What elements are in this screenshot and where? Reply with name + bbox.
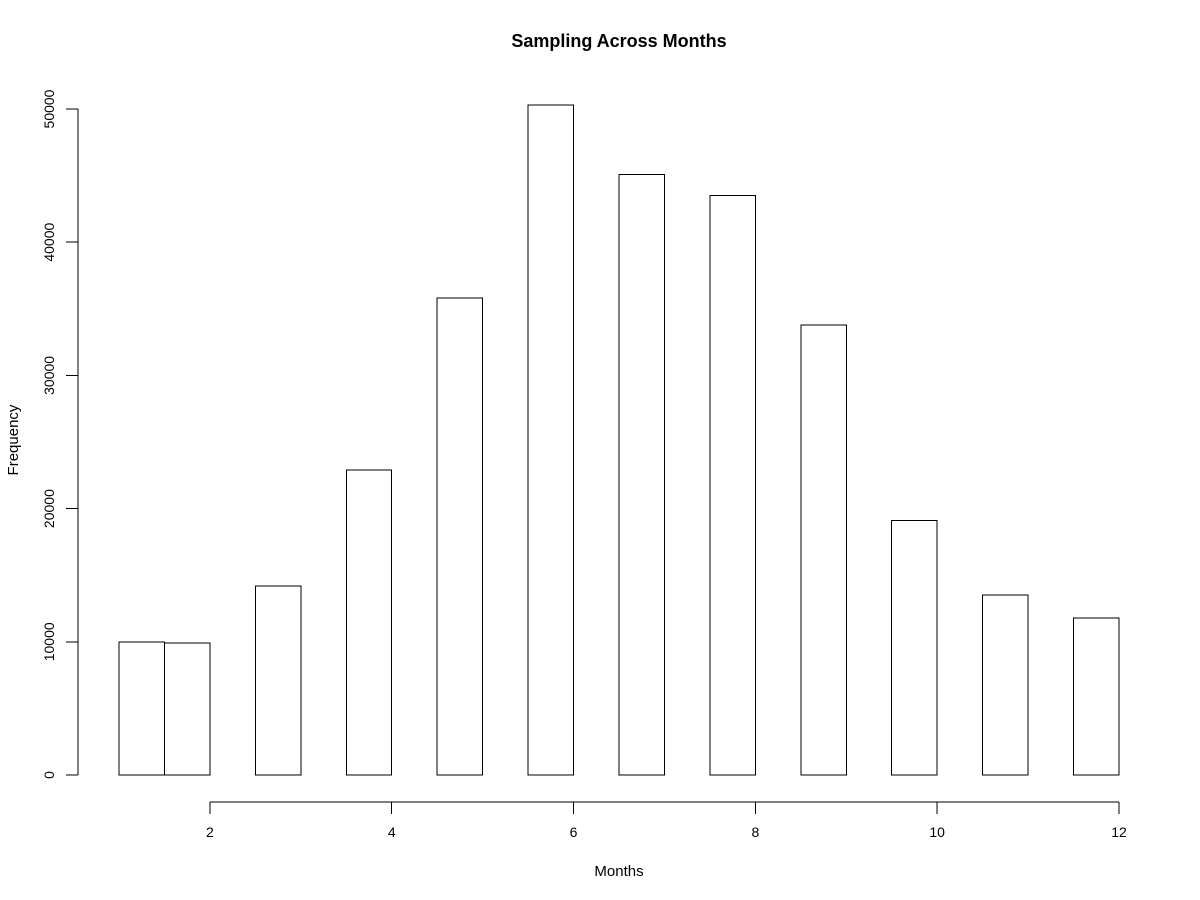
- x-tick-label-4: 10: [929, 824, 945, 840]
- x-axis: 2 4 6 8 10 12: [206, 801, 1127, 840]
- x-tick-label-2: 6: [570, 824, 578, 840]
- histogram-bar-11: [618, 173, 665, 776]
- histogram-bar-7: [436, 297, 484, 776]
- y-tick-label-3: 30000: [41, 356, 57, 395]
- histogram-bar-9: [527, 104, 575, 776]
- histogram-bar-17: [891, 520, 938, 776]
- y-axis: 0 10000 20000 30000 40000 50000: [41, 89, 79, 779]
- histogram-bar-15: [800, 324, 847, 776]
- chart-title: Sampling Across Months: [511, 31, 726, 51]
- x-axis-label: Months: [594, 863, 643, 880]
- x-tick-label-1: 4: [388, 824, 396, 840]
- histogram-bar-19: [982, 594, 1029, 776]
- histogram-bar-3: [254, 585, 302, 776]
- bars-layer: [118, 104, 1120, 776]
- x-tick-label-0: 2: [206, 824, 214, 840]
- y-tick-label-0: 0: [41, 771, 57, 779]
- histogram-bar-0: [118, 641, 165, 776]
- histogram-bar-1: [163, 642, 211, 776]
- histogram-bar-13: [709, 195, 756, 776]
- y-axis-label: Frequency: [5, 404, 22, 475]
- y-tick-label-4: 40000: [41, 223, 57, 262]
- histogram-bar-21: [1073, 617, 1120, 776]
- y-tick-label-2: 20000: [41, 489, 57, 528]
- histogram-bar-5: [345, 469, 393, 776]
- y-tick-label-1: 10000: [41, 622, 57, 661]
- x-tick-label-3: 8: [751, 824, 759, 840]
- y-tick-label-5: 50000: [41, 89, 57, 128]
- x-tick-label-5: 12: [1111, 824, 1127, 840]
